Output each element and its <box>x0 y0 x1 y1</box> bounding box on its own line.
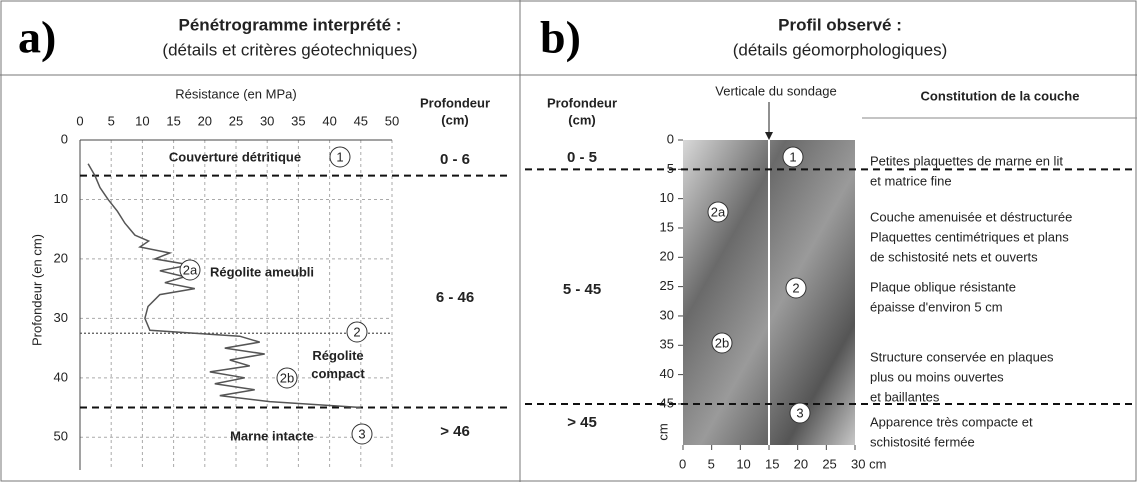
y-tick-label: 25 <box>660 278 674 293</box>
marker-circle <box>785 277 807 299</box>
y-tick-label: 40 <box>660 366 674 381</box>
description: de schistosité nets et ouverts <box>870 249 1038 264</box>
marker-circle <box>789 402 811 424</box>
layer-label: Marne intacte <box>230 428 314 443</box>
panel-letter: a) <box>18 12 56 63</box>
x-tick-label: 20 <box>198 113 212 128</box>
y-tick-label: 0 <box>61 131 68 146</box>
marker-label: 2b <box>280 370 294 385</box>
y-tick-label: 30 <box>660 307 674 322</box>
description: Couche amenuisée et déstructurée <box>870 209 1072 224</box>
marker-circle <box>707 201 729 223</box>
layer-label: Couverture détritique <box>169 149 301 164</box>
y-tick-label: 20 <box>660 249 674 264</box>
description: épaisse d'environ 5 cm <box>870 299 1003 314</box>
description: Plaque oblique résistante <box>870 279 1016 294</box>
column-header: Profondeur <box>547 95 617 110</box>
layer-label: Régolite compact <box>311 348 365 381</box>
x-tick-label: 0 <box>679 456 686 471</box>
marker-circle <box>329 146 351 168</box>
depth-range: 6 - 46 <box>436 289 474 306</box>
marker-label: 3 <box>358 426 365 441</box>
marker-label: 2 <box>353 324 360 339</box>
x-axis-label: Résistance (en MPa) <box>175 86 296 101</box>
layer-label: Régolite ameubli <box>210 264 314 279</box>
marker-circle <box>782 146 804 168</box>
panel-title: Profil observé : <box>778 15 902 34</box>
description: Apparence très compacte et <box>870 414 1033 429</box>
marker-circle <box>276 367 298 389</box>
marker-circle <box>179 259 201 281</box>
column-header: Profondeur <box>420 95 490 110</box>
y-axis-label: cm <box>655 423 670 440</box>
y-tick-label: 45 <box>660 395 674 410</box>
description: schistosité fermée <box>870 434 975 449</box>
panel-letter: b) <box>540 12 581 63</box>
marker-label: 3 <box>796 405 803 420</box>
x-tick-label: 15 <box>166 113 180 128</box>
arrow-head <box>765 132 773 140</box>
x-tick-label: 10 <box>135 113 149 128</box>
x-tick-label: 30 cm <box>851 456 886 471</box>
marker-label: 2a <box>183 262 198 277</box>
description: Plaquettes centimétriques et plans <box>870 229 1069 244</box>
marker-label: 1 <box>789 149 796 164</box>
x-tick-label: 30 <box>260 113 274 128</box>
panel-subtitle: (détails géomorphologiques) <box>733 40 948 59</box>
y-tick-label: 50 <box>54 429 68 444</box>
marker-circle <box>351 423 373 445</box>
depth-range: 0 - 6 <box>440 151 470 168</box>
x-tick-label: 10 <box>736 456 750 471</box>
y-tick-label: 30 <box>54 310 68 325</box>
y-tick-label: 35 <box>660 337 674 352</box>
column-header: Constitution de la couche <box>921 88 1080 103</box>
y-tick-label: 10 <box>660 190 674 205</box>
x-tick-label: 25 <box>229 113 243 128</box>
marker-label: 2b <box>715 335 729 350</box>
depth-range: 0 - 5 <box>567 149 597 166</box>
marker-label: 2a <box>711 204 726 219</box>
x-tick-label: 50 <box>385 113 399 128</box>
description: plus ou moins ouvertes <box>870 369 1004 384</box>
y-tick-label: 40 <box>54 369 68 384</box>
panel-title: Pénétrogramme interprété : <box>179 15 402 34</box>
marker-circle <box>346 321 368 343</box>
panel-subtitle: (détails et critères géotechniques) <box>162 40 417 59</box>
marker-circle <box>711 332 733 354</box>
x-tick-label: 35 <box>291 113 305 128</box>
penetrogram-line <box>87 163 361 409</box>
x-tick-label: 20 <box>794 456 808 471</box>
description: et baillantes <box>870 389 940 404</box>
description: Petites plaquettes de marne en lit <box>870 153 1063 168</box>
x-tick-label: 15 <box>765 456 779 471</box>
y-axis-label: Profondeur (en cm) <box>29 234 44 346</box>
description: Structure conservée en plaques <box>870 349 1054 364</box>
x-tick-label: 5 <box>708 456 715 471</box>
x-tick-label: 25 <box>822 456 836 471</box>
depth-range: > 45 <box>567 414 597 431</box>
marker-label: 2 <box>792 280 799 295</box>
sounding-label: Verticale du sondage <box>715 83 836 98</box>
column-header: (cm) <box>441 112 468 127</box>
x-tick-label: 40 <box>322 113 336 128</box>
y-tick-label: 10 <box>54 191 68 206</box>
x-tick-label: 0 <box>76 113 83 128</box>
y-tick-label: 15 <box>660 219 674 234</box>
x-tick-label: 45 <box>354 113 368 128</box>
x-tick-label: 5 <box>108 113 115 128</box>
y-tick-label: 5 <box>667 161 674 176</box>
depth-range: 5 - 45 <box>563 281 601 298</box>
y-tick-label: 20 <box>54 250 68 265</box>
depth-range: > 46 <box>440 423 470 440</box>
description: et matrice fine <box>870 173 952 188</box>
y-tick-label: 0 <box>667 131 674 146</box>
column-header: (cm) <box>568 112 595 127</box>
marker-label: 1 <box>336 149 343 164</box>
